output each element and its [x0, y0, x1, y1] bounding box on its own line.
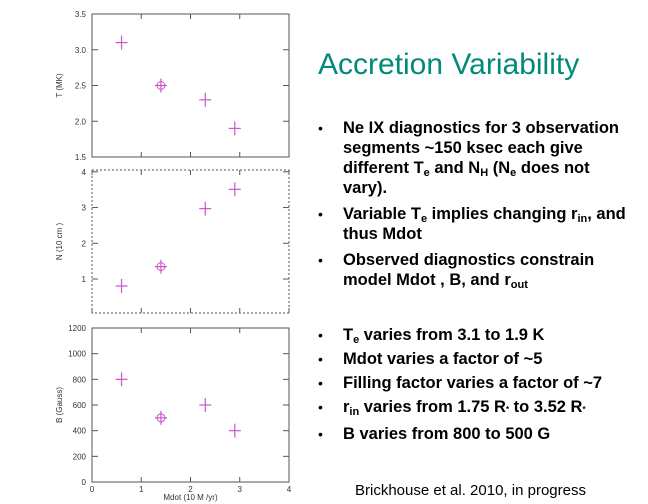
bullet-text: (N [488, 159, 511, 177]
y-tick-label: 600 [73, 401, 87, 410]
bullet-text: r [343, 398, 350, 416]
y-axis-label: T (MK) [55, 73, 64, 98]
x-tick-label: 4 [287, 485, 292, 494]
bullet-item: Te varies from 3.1 to 1.9 K [318, 325, 648, 346]
y-tick-label: 1200 [68, 324, 86, 333]
slide-title: Accretion Variability [318, 48, 580, 81]
y-tick-label: 2 [82, 239, 87, 248]
bullet-text: T [343, 326, 354, 344]
citation: Brickhouse et al. 2010, in progress [355, 482, 586, 499]
bullet-text: does not vary). [343, 159, 590, 197]
bullet-text: e [353, 334, 360, 346]
bullet-text: B varies from 800 to 500 G [343, 425, 551, 443]
plot-frame [91, 13, 290, 158]
bullet-text: varies from 3.1 to 1.9 K [359, 326, 545, 344]
y-tick-label: 2.5 [75, 82, 87, 91]
x-tick-label: 1 [139, 485, 144, 494]
y-axis-label: N (10 cm ) [55, 223, 64, 261]
bullet-text: out [510, 279, 528, 291]
bullet-text: , and thus Mdot [343, 205, 626, 243]
bullet-text: in [349, 406, 360, 418]
bullet-text: e [510, 167, 517, 179]
y-tick-label: 800 [73, 375, 87, 384]
bullet-list-bottom: Te varies from 3.1 to 1.9 K Mdot varies a… [318, 325, 648, 448]
bullet-text: implies changing r [427, 205, 578, 223]
x-tick-label: 2 [188, 485, 193, 494]
bullet-item: Ne IX diagnostics for 3 observation segm… [318, 118, 638, 198]
bullet-text: varies from 1.75 R [359, 398, 506, 416]
x-axis-label: Mdot (10 M /yr) [163, 493, 218, 502]
y-tick-label: 1.5 [75, 153, 87, 162]
bullet-text: Mdot varies a factor of ~5 [343, 350, 543, 368]
bullet-text: and N [429, 159, 481, 177]
y-tick-label: 3 [82, 204, 87, 213]
bullet-list-top: Ne IX diagnostics for 3 observation segm… [318, 118, 638, 296]
bullet-text: to 3.52 R [509, 398, 583, 416]
y-tick-label: 3.5 [75, 10, 87, 19]
y-tick-label: 1 [82, 275, 87, 284]
y-tick-label: 1000 [68, 350, 86, 359]
bullet-item: Variable Te implies changing rin, and th… [318, 204, 638, 244]
data-point-ring [156, 413, 166, 423]
bullet-text: Ne IX diagnostics for 3 observation segm… [343, 119, 619, 177]
x-tick-label: 3 [238, 485, 243, 494]
y-axis-label: B (Gauss) [55, 387, 64, 423]
bullet-text: e [423, 167, 430, 179]
bullet-text: Filling factor varies a factor of ~7 [343, 374, 603, 392]
bullet-item: Mdot varies a factor of ~5 [318, 349, 648, 369]
bullet-text: e [420, 213, 428, 225]
bullet-item: rin varies from 1.75 R* to 3.52 R* [318, 397, 648, 420]
bullet-item: B varies from 800 to 500 G [318, 424, 648, 444]
bullet-text: * [582, 405, 586, 414]
bullet-item: Observed diagnostics constrain model Mdo… [318, 250, 638, 291]
bullet-text: Variable T [343, 205, 421, 223]
bullet-text: H [480, 167, 489, 179]
y-tick-label: 200 [73, 452, 87, 461]
data-point-ring [156, 81, 166, 90]
plot-frame [91, 327, 290, 483]
y-tick-label: 3.0 [75, 46, 87, 55]
bullet-text: in [577, 213, 588, 225]
y-tick-label: 2.0 [75, 117, 87, 126]
bullet-text: Observed diagnostics constrain model Mdo… [343, 251, 595, 289]
y-tick-label: 4 [82, 168, 87, 177]
bullet-item: Filling factor varies a factor of ~7 [318, 373, 648, 393]
x-tick-label: 0 [90, 485, 95, 494]
bullet-text: * [505, 405, 510, 414]
plot-frame [91, 169, 290, 314]
data-point-ring [156, 262, 166, 272]
y-tick-label: 400 [73, 427, 87, 436]
y-tick-label: 0 [82, 478, 87, 487]
